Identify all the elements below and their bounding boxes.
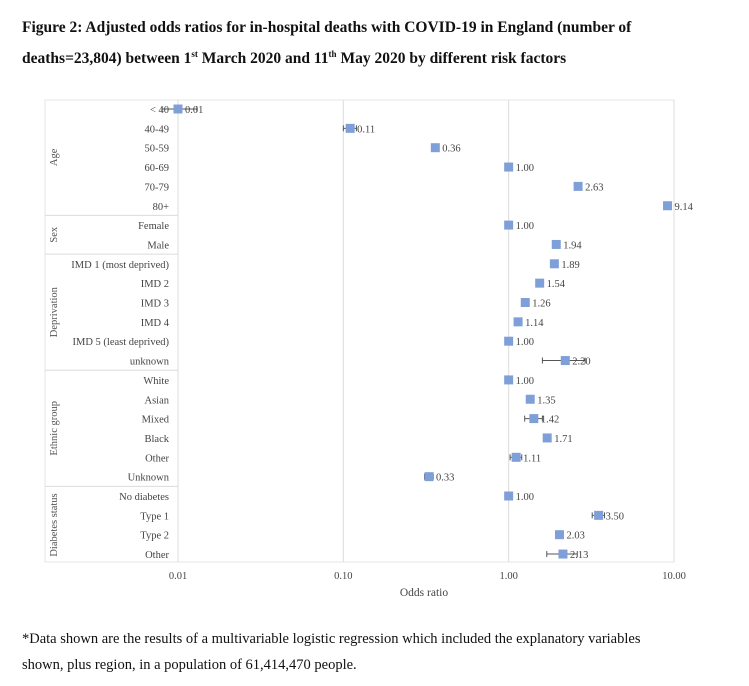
row-label: Mixed [142, 415, 170, 426]
data-label: 2.03 [567, 531, 585, 542]
odds-ratio-marker [555, 530, 565, 540]
x-tick-label: 0.10 [334, 571, 352, 582]
row-label: Unknown [128, 473, 170, 484]
row-label: Type 1 [140, 511, 169, 522]
data-label: 1.54 [547, 279, 566, 290]
footnote: *Data shown are the results of a multiva… [22, 626, 742, 678]
data-label: 1.00 [516, 492, 534, 503]
row-label: < 40 [150, 105, 169, 116]
row-label: White [143, 376, 169, 387]
row-label: Asian [145, 395, 170, 406]
data-label: 3.50 [606, 511, 624, 522]
odds-ratio-marker [173, 104, 183, 114]
title-part: March 2020 and 11 [197, 50, 329, 68]
data-label: 1.94 [563, 240, 582, 251]
group-label: Diabetes status [49, 493, 60, 556]
row-label: IMD 1 (most deprived) [71, 260, 169, 271]
row-label: Type 2 [140, 531, 169, 542]
row-label: No diabetes [119, 492, 169, 503]
row-label: unknown [130, 357, 170, 368]
odds-ratio-marker [345, 123, 355, 133]
odds-ratio-marker [542, 433, 552, 443]
row-label: IMD 5 (least deprived) [72, 337, 169, 348]
row-label: IMD 4 [141, 318, 170, 329]
row-label: 70-79 [145, 182, 170, 193]
x-tick-label: 0.01 [169, 571, 187, 582]
odds-ratio-marker [511, 452, 521, 462]
row-label: Female [138, 221, 169, 232]
row-label: IMD 3 [141, 299, 169, 310]
odds-ratio-marker [513, 317, 523, 327]
odds-ratio-marker [504, 220, 514, 230]
footnote-line-1: *Data shown are the results of a multiva… [22, 631, 641, 647]
odds-ratio-marker [529, 414, 539, 424]
data-label: 1.42 [541, 415, 559, 426]
group-label: Sex [49, 226, 60, 243]
group-label: Deprivation [49, 286, 60, 337]
title-part: May 2020 by different risk factors [336, 50, 567, 68]
odds-ratio-marker [504, 491, 514, 501]
row-label: Other [145, 453, 169, 464]
figure-title: Figure 2: Adjusted odds ratios for in-ho… [22, 14, 742, 72]
data-label: 1.11 [523, 453, 541, 464]
data-label: 0.33 [436, 473, 454, 484]
data-label: 1.00 [516, 337, 534, 348]
odds-ratio-marker [594, 510, 604, 520]
row-label: 80+ [153, 202, 170, 213]
odds-ratio-marker [504, 375, 514, 385]
data-label: 0.01 [185, 105, 203, 116]
title-part: deaths=23,804) between 1 [22, 50, 192, 68]
odds-ratio-marker [504, 336, 514, 346]
odds-ratio-marker [549, 259, 559, 269]
odds-ratio-marker [520, 298, 530, 307]
x-tick-label: 1.00 [499, 571, 517, 582]
row-label: Male [147, 240, 169, 251]
data-label: 1.00 [516, 221, 534, 232]
row-label: IMD 2 [141, 279, 169, 290]
data-label: 1.89 [561, 260, 579, 271]
data-label: 1.00 [516, 376, 534, 387]
data-label: 9.14 [675, 202, 694, 213]
data-label: 1.71 [554, 434, 572, 445]
forest-plot: 0.01 0.10 1.00 10.00 Odds ratio < 40 0.01 40-49… [44, 99, 694, 599]
x-axis-label: Odds ratio [400, 587, 448, 599]
data-label: 0.11 [357, 124, 375, 135]
title-line-1: Figure 2: Adjusted odds ratios for in-ho… [22, 19, 632, 36]
title-line-2: deaths=23,804) between 1st March 2020 an… [22, 41, 742, 72]
odds-ratio-marker [560, 356, 570, 366]
x-tick-label: 10.00 [662, 571, 686, 582]
odds-ratio-marker [525, 394, 535, 404]
odds-ratio-marker [558, 549, 568, 559]
odds-ratio-marker [430, 143, 440, 153]
data-label: 1.35 [537, 395, 555, 406]
data-label: 2.63 [585, 182, 603, 193]
row-label: 60-69 [145, 163, 170, 174]
odds-ratio-marker [573, 181, 583, 191]
row-label: 50-59 [145, 144, 170, 155]
odds-ratio-marker [663, 201, 673, 211]
data-label: 0.36 [442, 144, 460, 155]
data-label: 1.26 [532, 299, 550, 310]
group-label: Ethnic group [49, 401, 60, 456]
data-label: 2.13 [570, 550, 588, 561]
odds-ratio-marker [424, 472, 434, 482]
row-label: 40-49 [145, 124, 170, 135]
title-sup: th [328, 49, 337, 59]
odds-ratio-marker [504, 162, 514, 172]
odds-ratio-marker [551, 239, 561, 249]
row-label: Other [145, 550, 169, 561]
data-label: 1.14 [525, 318, 544, 329]
group-label: Age [49, 148, 60, 166]
odds-ratio-marker [535, 278, 545, 288]
title-sup: st [191, 49, 198, 59]
row-label: Black [145, 434, 170, 445]
data-label: 1.00 [516, 163, 534, 174]
footnote-line-2: shown, plus region, in a population of 6… [22, 657, 357, 673]
data-label: 2.20 [572, 357, 590, 368]
